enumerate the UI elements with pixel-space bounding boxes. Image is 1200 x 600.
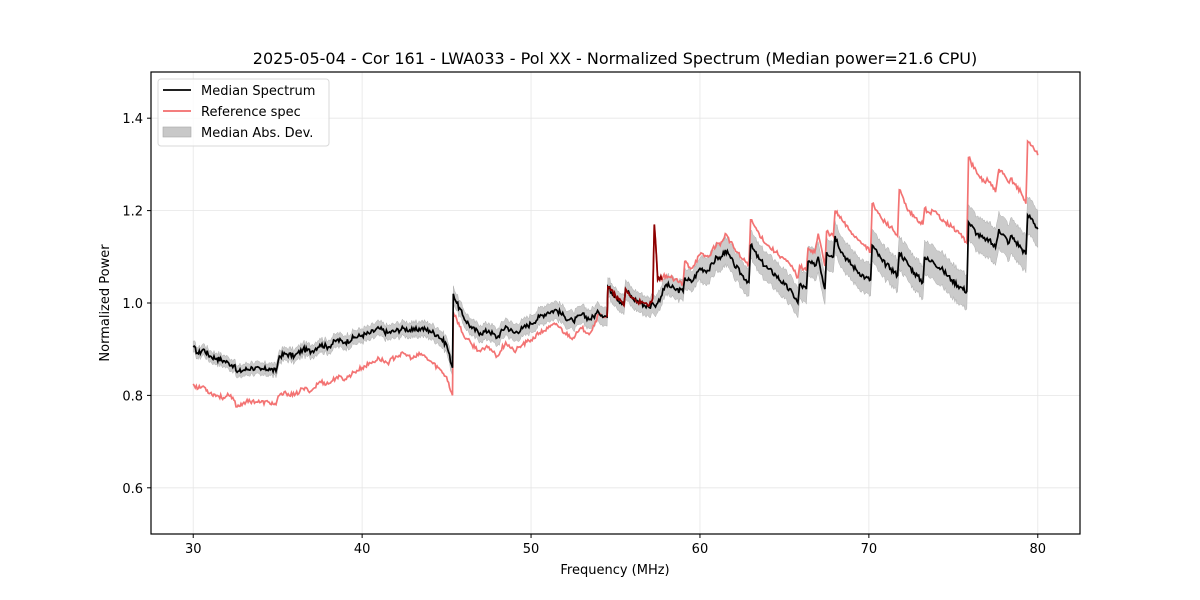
y-axis-ticks: 0.6 0.8 1.0 1.2 1.4	[122, 112, 151, 497]
line-layer	[192, 139, 1039, 408]
x-tick-label: 60	[692, 542, 709, 557]
legend-label-mad: Median Abs. Dev.	[201, 126, 313, 141]
legend-mad-patch-icon	[162, 126, 192, 138]
chart-title: 2025-05-04 - Cor 161 - LWA033 - Pol XX -…	[253, 49, 977, 68]
y-tick-label: 1.0	[122, 297, 143, 312]
y-axis-label: Normalized Power	[98, 244, 113, 362]
x-tick-label: 70	[861, 542, 878, 557]
y-tick-label: 0.6	[122, 482, 143, 497]
x-tick-label: 40	[354, 542, 371, 557]
y-tick-label: 1.4	[122, 112, 143, 127]
y-tick-label: 1.2	[122, 205, 143, 220]
x-tick-label: 50	[523, 542, 540, 557]
legend-box	[157, 78, 330, 147]
overlap-segment	[606, 224, 663, 317]
x-tick-label: 30	[185, 542, 202, 557]
legend-label-reference: Reference spec	[201, 105, 301, 120]
x-axis-label: Frequency (MHz)	[560, 563, 669, 578]
y-tick-label: 0.8	[122, 389, 143, 404]
x-tick-label: 80	[1029, 542, 1046, 557]
median-spectrum-line	[192, 212, 1039, 375]
legend-label-median: Median Spectrum	[201, 84, 315, 99]
legend: Median Spectrum Reference spec Median Ab…	[157, 78, 330, 147]
x-axis-ticks: 30 40 50 60 70 80	[185, 534, 1046, 557]
